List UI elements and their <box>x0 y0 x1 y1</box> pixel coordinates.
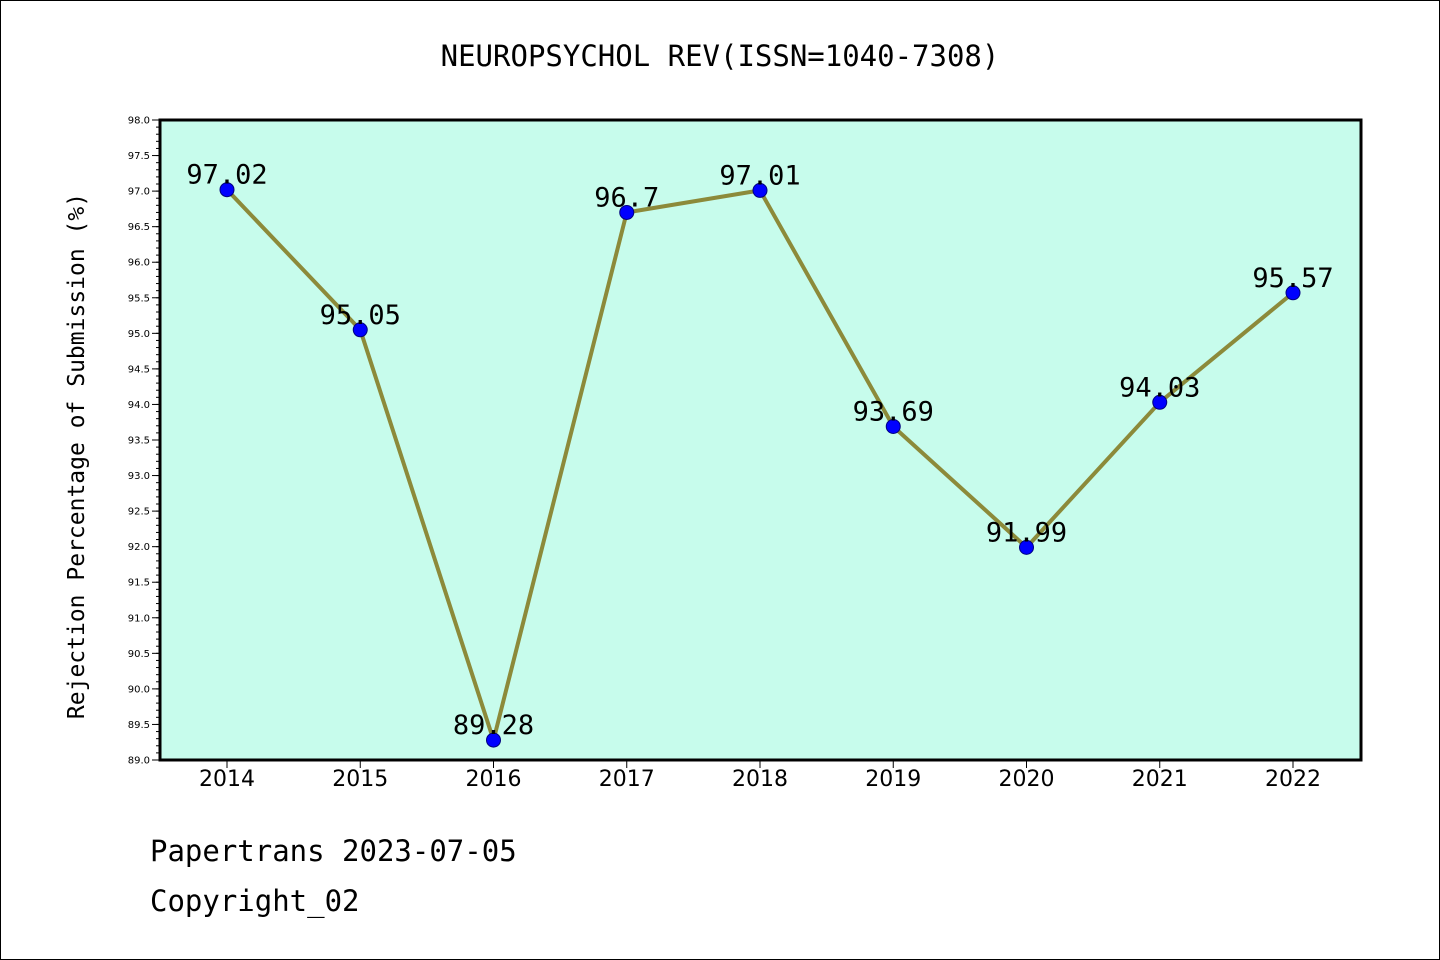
data-point <box>752 182 768 198</box>
data-label: 94.03 <box>1119 372 1200 403</box>
y-tick-label: 94.0 <box>128 400 150 411</box>
y-tick-label: 97.0 <box>128 187 150 198</box>
x-tick-label: 2014 <box>199 767 255 792</box>
data-point <box>885 418 901 434</box>
data-label: 97.02 <box>186 160 267 191</box>
data-point <box>619 204 635 220</box>
y-tick-label: 89.0 <box>128 756 150 767</box>
y-tick-label: 98.0 <box>128 116 150 127</box>
x-tick-label: 2022 <box>1265 767 1321 792</box>
y-tick-label: 92.5 <box>128 507 150 518</box>
plot-border <box>158 118 1363 762</box>
footer-copyright-text: Copyright_02 <box>150 884 360 918</box>
x-tick-label: 2016 <box>466 767 522 792</box>
x-tick-label: 2019 <box>865 767 921 792</box>
footer-date-text: Papertrans 2023-07-05 <box>150 834 517 868</box>
y-axis-label: Rejection Percentage of Submission (%) <box>64 193 90 719</box>
series-group <box>219 182 1301 748</box>
y-tick-label: 92.0 <box>128 542 150 553</box>
x-tick-label: 2017 <box>599 767 655 792</box>
y-tick-label: 89.5 <box>128 720 150 731</box>
data-point <box>352 322 368 338</box>
y-tick-label: 91.0 <box>128 613 150 624</box>
y-tick-label: 96.0 <box>128 258 150 269</box>
x-tick-label: 2021 <box>1132 767 1188 792</box>
data-labels: 97.02 95.05 89.28 96.7 97.01 93.69 91.99 94.03 9… <box>186 160 1333 741</box>
chart-title: NEUROPSYCHOL REV(ISSN=1040-7308) <box>441 39 1000 73</box>
data-point <box>486 732 501 748</box>
y-tick-label: 96.5 <box>128 222 150 233</box>
y-tick-label: 93.5 <box>128 436 150 447</box>
y-tick-label: 91.5 <box>128 578 150 589</box>
y-tick-label: 94.5 <box>128 364 150 375</box>
x-tick-label: 2018 <box>732 767 788 792</box>
x-tick-label: 2015 <box>332 767 388 792</box>
data-label: 97.01 <box>719 160 800 191</box>
data-label: 95.57 <box>1252 263 1333 294</box>
data-label: 91.99 <box>986 517 1067 548</box>
data-label: 95.05 <box>320 300 401 331</box>
data-point <box>219 182 235 198</box>
y-tick-label: 95.5 <box>128 293 150 304</box>
x-tick-label: 2020 <box>999 767 1055 792</box>
y-tick-label: 90.0 <box>128 684 150 695</box>
plot-area <box>160 120 1361 760</box>
y-tick-label: 93.0 <box>128 471 150 482</box>
y-tick-label: 95.0 <box>128 329 150 340</box>
data-label: 96.7 <box>594 182 659 213</box>
x-axis: 2014 2015 2016 2017 2018 2019 2020 2021 2022 <box>199 760 1321 792</box>
data-point <box>1019 539 1034 555</box>
data-point <box>1152 394 1168 410</box>
y-axis: 89.0 89.5 90.0 90.5 91.0 91.5 92.0 92.5 93.0 93.5… <box>128 116 160 767</box>
data-point <box>1285 285 1301 301</box>
y-tick-label: 97.5 <box>128 151 150 162</box>
y-tick-label: 90.5 <box>128 649 150 660</box>
data-label: 89.28 <box>453 710 534 741</box>
data-label: 93.69 <box>853 396 934 427</box>
